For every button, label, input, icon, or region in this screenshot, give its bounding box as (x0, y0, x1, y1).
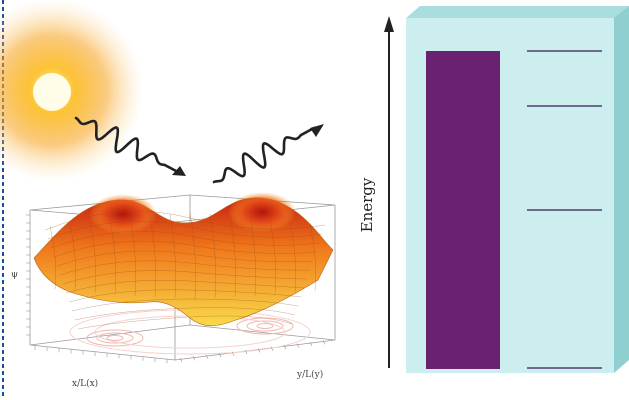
plot-3d-ticks (26, 214, 326, 364)
filled-energy-band (426, 51, 500, 369)
energy-axis-up-arrow-icon (384, 16, 394, 368)
z-axis-label: ψ (11, 270, 19, 280)
wavefunction-surface (33, 192, 334, 330)
sun-icon (0, 0, 144, 182)
y-axis-label: y/L(y) (297, 370, 324, 380)
x-axis-label: x/L(x) (72, 379, 99, 389)
energy-axis-label: Energy (358, 177, 376, 233)
discrete-energy-levels (527, 50, 602, 369)
incoming-photon-arrow-icon (74, 116, 186, 176)
outgoing-photon-arrow-icon (212, 124, 324, 184)
